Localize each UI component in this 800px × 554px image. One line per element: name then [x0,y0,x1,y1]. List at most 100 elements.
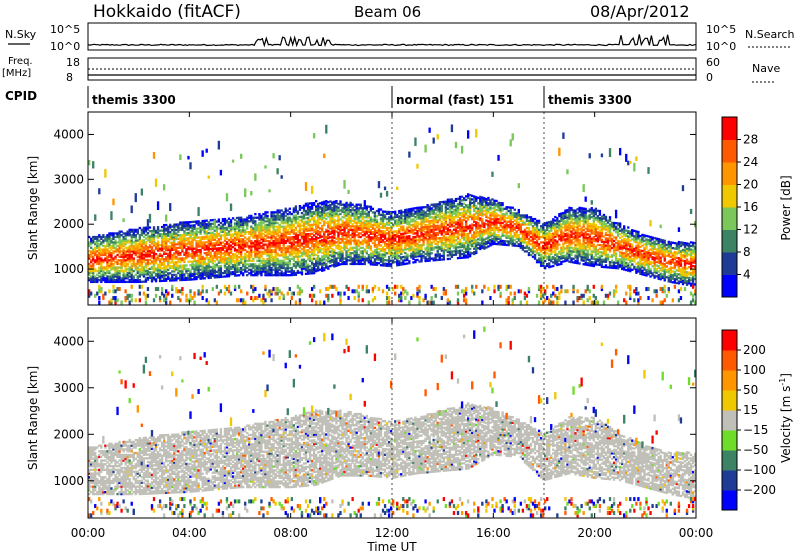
echo-cell [377,231,381,234]
echo-cell [448,230,452,234]
echo-cell [434,228,437,231]
echo-cell [179,223,182,226]
echo-cell [365,289,368,294]
echo-cell [280,274,283,277]
echo-cell [426,223,429,227]
echo-cell [365,259,368,262]
echo-cell [244,243,247,246]
echo-cell [458,254,462,258]
echo-cell [347,223,350,226]
echo-cell [90,250,93,253]
echo-cell [118,230,121,233]
echo-cell [146,239,150,242]
echo-cell [414,242,417,246]
echo-cell [284,209,287,212]
echo-cell [235,249,239,252]
echo-cell [130,277,133,280]
echo-cell [406,237,409,240]
echo-cell [124,237,127,240]
echo-cell [353,262,356,266]
echo-cell [244,223,247,227]
echo-cell [231,256,235,260]
echo-cell [414,250,417,253]
echo-cell [426,248,429,252]
echo-cell [424,227,427,230]
echo-cell [136,228,139,231]
echo-cell [272,256,275,259]
echo-cell [264,243,267,246]
echo-cell [154,247,158,250]
echo-cell [438,210,441,213]
echo-cell [373,215,377,218]
echo-cell [124,289,127,294]
echo-cell [268,263,271,266]
echo-cell [317,269,320,272]
echo-cell [146,276,150,280]
echo-cell [229,203,233,211]
echo-cell [450,124,454,133]
echo-cell [246,259,249,262]
echo-cell [400,261,403,264]
echo-cell [162,245,166,248]
echo-cell [223,284,227,289]
echo-cell [402,291,405,296]
echo-cell [246,227,249,230]
echo-cell [446,204,450,207]
echo-cell [88,253,91,257]
echo-cell [132,269,135,273]
echo-cell [100,250,103,253]
echo-cell [235,254,239,257]
echo-cell [270,218,273,221]
echo-cell [448,212,452,216]
echo-cell [229,233,233,236]
echo-cell [209,256,212,260]
echo-cell [221,246,225,250]
echo-cell [351,246,354,249]
echo-cell [294,216,298,219]
echo-cell [298,264,302,267]
echo-cell [323,200,326,203]
echo-cell [260,250,263,253]
echo-cell [438,217,441,220]
echo-cell [389,218,393,221]
echo-cell [430,209,433,212]
echo-cell [446,232,450,236]
echo-cell [298,249,302,253]
echo-cell [128,248,131,251]
echo-cell [193,238,196,241]
echo-cell [250,229,253,232]
echo-cell [136,268,139,271]
echo-cell [442,251,445,254]
echo-cell [203,225,206,228]
echo-cell [254,274,257,277]
echo-cell [175,287,178,292]
echo-cell [223,230,227,233]
echo-cell [292,228,296,232]
echo-cell [448,214,452,217]
echo-cell [430,225,433,228]
echo-cell [383,214,387,217]
echo-cell [357,226,360,230]
echo-cell [213,247,216,250]
echo-cell [446,198,450,201]
echo-cell [369,207,373,210]
echo-cell [456,251,460,254]
echo-cell [207,251,210,254]
echo-cell [317,251,320,254]
echo-cell [217,291,221,296]
echo-cell [260,274,263,277]
echo-cell [102,234,105,237]
echo-cell [312,216,316,219]
echo-cell [242,218,245,221]
echo-cell [158,243,162,247]
echo-cell [294,207,298,210]
echo-cell [410,207,413,211]
echo-cell [189,242,192,245]
echo-cell [351,248,354,251]
echo-cell [278,268,281,271]
echo-cell [387,257,391,260]
echo-cell [92,257,95,260]
echo-cell [398,229,401,232]
echo-cell [387,243,391,246]
echo-cell [244,221,247,225]
